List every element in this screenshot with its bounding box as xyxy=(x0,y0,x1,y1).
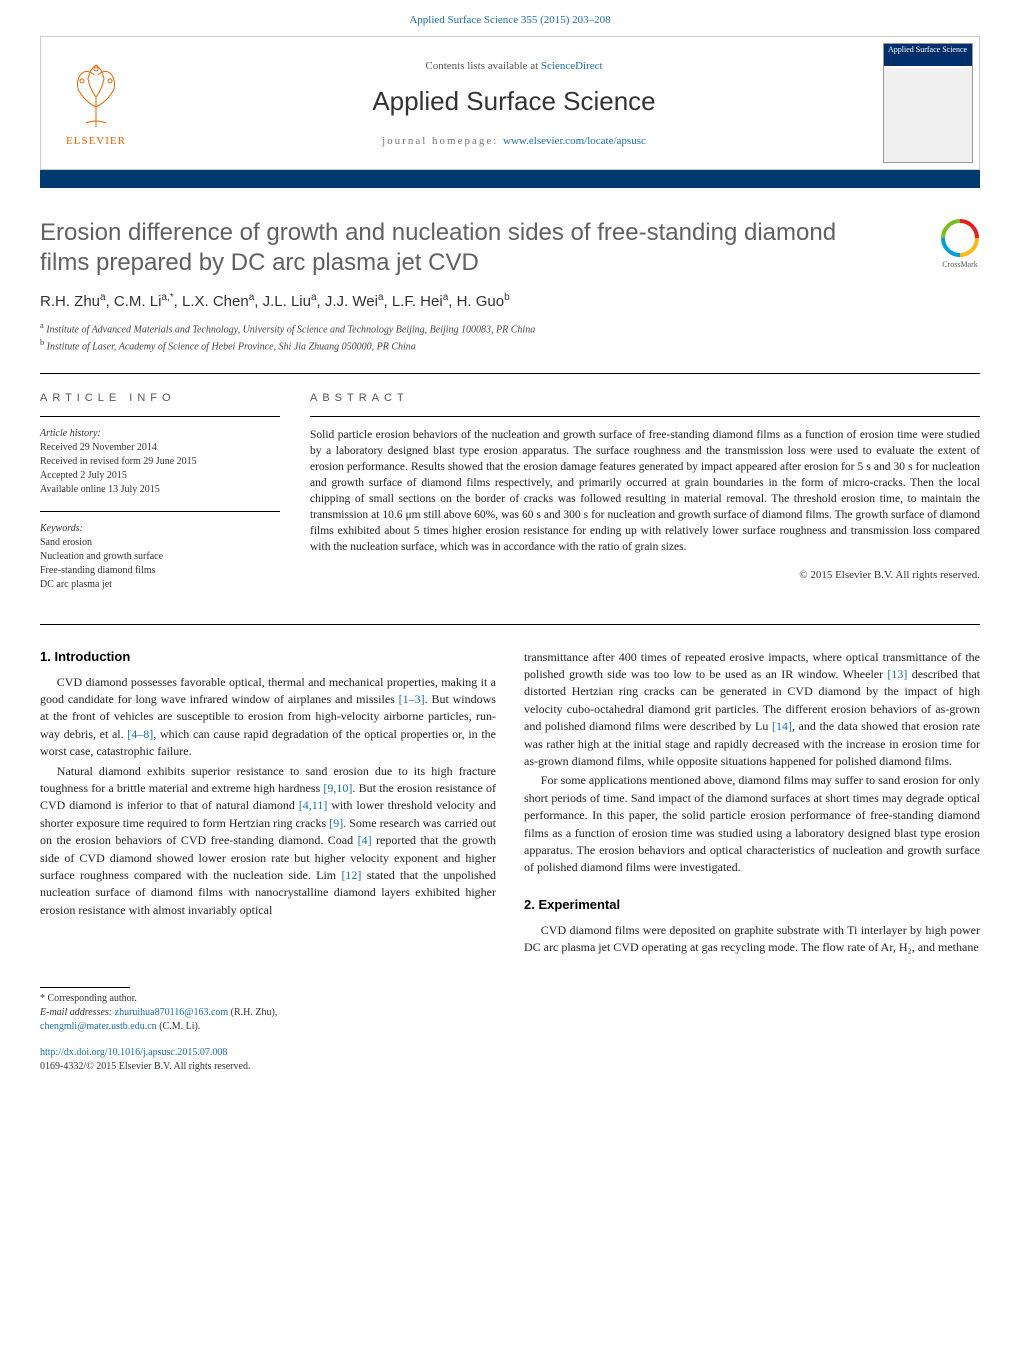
ref-link-9-10[interactable]: [9,10] xyxy=(323,781,352,795)
abs-rule xyxy=(310,416,980,417)
doi-link[interactable]: http://dx.doi.org/10.1016/j.apsusc.2015.… xyxy=(40,1047,227,1058)
top-citation: Applied Surface Science 355 (2015) 203–2… xyxy=(0,0,1020,32)
info-rule xyxy=(40,416,280,417)
ref-link-1-3[interactable]: [1–3] xyxy=(399,692,425,706)
article-history-block: Article history: Received 29 November 20… xyxy=(40,427,280,497)
sciencedirect-link[interactable]: ScienceDirect xyxy=(541,60,603,72)
cover-title: Applied Surface Science xyxy=(888,46,967,55)
keywords-label: Keywords: xyxy=(40,523,83,534)
section-exp-heading: 2. Experimental xyxy=(524,897,980,912)
homepage-prefix: journal homepage: xyxy=(382,135,503,147)
footer-block: * Corresponding author. E-mail addresses… xyxy=(40,987,980,1074)
journal-name: Applied Surface Science xyxy=(151,76,877,127)
ref-link-4-8[interactable]: [4–8] xyxy=(127,727,153,741)
journal-cover-thumbnail: Applied Surface Science xyxy=(883,43,973,163)
ref-link-12[interactable]: [12] xyxy=(341,868,361,882)
intro-para-2: Natural diamond exhibits superior resist… xyxy=(40,763,496,920)
body-right-column: transmittance after 400 times of repeate… xyxy=(524,649,980,959)
email2-who: (C.M. Li). xyxy=(157,1021,201,1032)
ref-link-9[interactable]: [9] xyxy=(329,816,343,830)
article-info-heading: article info xyxy=(40,392,280,404)
keywords-block: Keywords: Sand erosionNucleation and gro… xyxy=(40,522,280,592)
journal-homepage-link[interactable]: www.elsevier.com/locate/apsusc xyxy=(503,135,646,147)
section-intro-heading: 1. Introduction xyxy=(40,649,496,664)
corresponding-author-line: * Corresponding author. xyxy=(40,992,980,1006)
abstract-copyright: © 2015 Elsevier B.V. All rights reserved… xyxy=(310,569,980,581)
intro-para-4: For some applications mentioned above, d… xyxy=(524,772,980,876)
article-title: Erosion difference of growth and nucleat… xyxy=(40,218,980,278)
contents-available-line: Contents lists available at ScienceDirec… xyxy=(151,60,877,72)
email-link-2[interactable]: chengmli@mater.ustb.edu.cn xyxy=(40,1021,157,1032)
journal-homepage-line: journal homepage: www.elsevier.com/locat… xyxy=(151,135,877,147)
exp-para-1: CVD diamond films were deposited on grap… xyxy=(524,922,980,957)
citation-link[interactable]: Applied Surface Science 355 (2015) 203–2… xyxy=(409,14,610,26)
elsevier-tree-icon xyxy=(66,59,126,131)
elsevier-wordmark: ELSEVIER xyxy=(66,135,126,147)
affiliations: a Institute of Advanced Materials and Te… xyxy=(40,320,980,355)
history-label: Article history: xyxy=(40,428,101,439)
crossmark-label: CrossMark xyxy=(942,260,978,269)
email-link-1[interactable]: zhuruihua870116@163.com xyxy=(115,1007,229,1018)
body-left-column: 1. Introduction CVD diamond possesses fa… xyxy=(40,649,496,959)
abstract-heading: abstract xyxy=(310,392,980,404)
contents-prefix: Contents lists available at xyxy=(425,60,540,72)
email1-who: (R.H. Zhu), xyxy=(228,1007,277,1018)
intro-para-3: transmittance after 400 times of repeate… xyxy=(524,649,980,771)
info-rule-2 xyxy=(40,511,280,512)
email-line: E-mail addresses: zhuruihua870116@163.co… xyxy=(40,1006,980,1034)
authors-line: R.H. Zhua, C.M. Lia,*, L.X. Chena, J.L. … xyxy=(40,292,980,310)
ref-link-4-11[interactable]: [4,11] xyxy=(299,798,328,812)
rule-bottom xyxy=(40,624,980,625)
footer-divider xyxy=(40,987,130,988)
abstract-text: Solid particle erosion behaviors of the … xyxy=(310,427,980,556)
rule-top xyxy=(40,373,980,374)
issn-copyright: 0169-4332/© 2015 Elsevier B.V. All right… xyxy=(40,1061,250,1072)
journal-header: ELSEVIER Contents lists available at Sci… xyxy=(40,36,980,170)
intro-para-1: CVD diamond possesses favorable optical,… xyxy=(40,674,496,761)
header-center: Contents lists available at ScienceDirec… xyxy=(151,50,877,157)
crossmark-icon xyxy=(940,218,980,258)
header-accent-bar xyxy=(40,170,980,188)
abstract-column: abstract Solid particle erosion behavior… xyxy=(310,392,980,606)
ref-link-13[interactable]: [13] xyxy=(887,667,907,681)
ref-link-14[interactable]: [14] xyxy=(772,719,792,733)
elsevier-logo: ELSEVIER xyxy=(41,43,151,163)
doi-line: http://dx.doi.org/10.1016/j.apsusc.2015.… xyxy=(40,1046,980,1074)
crossmark-badge[interactable]: CrossMark xyxy=(940,218,980,269)
ref-link-4[interactable]: [4] xyxy=(358,833,372,847)
article-info-column: article info Article history: Received 2… xyxy=(40,392,280,606)
email-label: E-mail addresses: xyxy=(40,1007,112,1018)
